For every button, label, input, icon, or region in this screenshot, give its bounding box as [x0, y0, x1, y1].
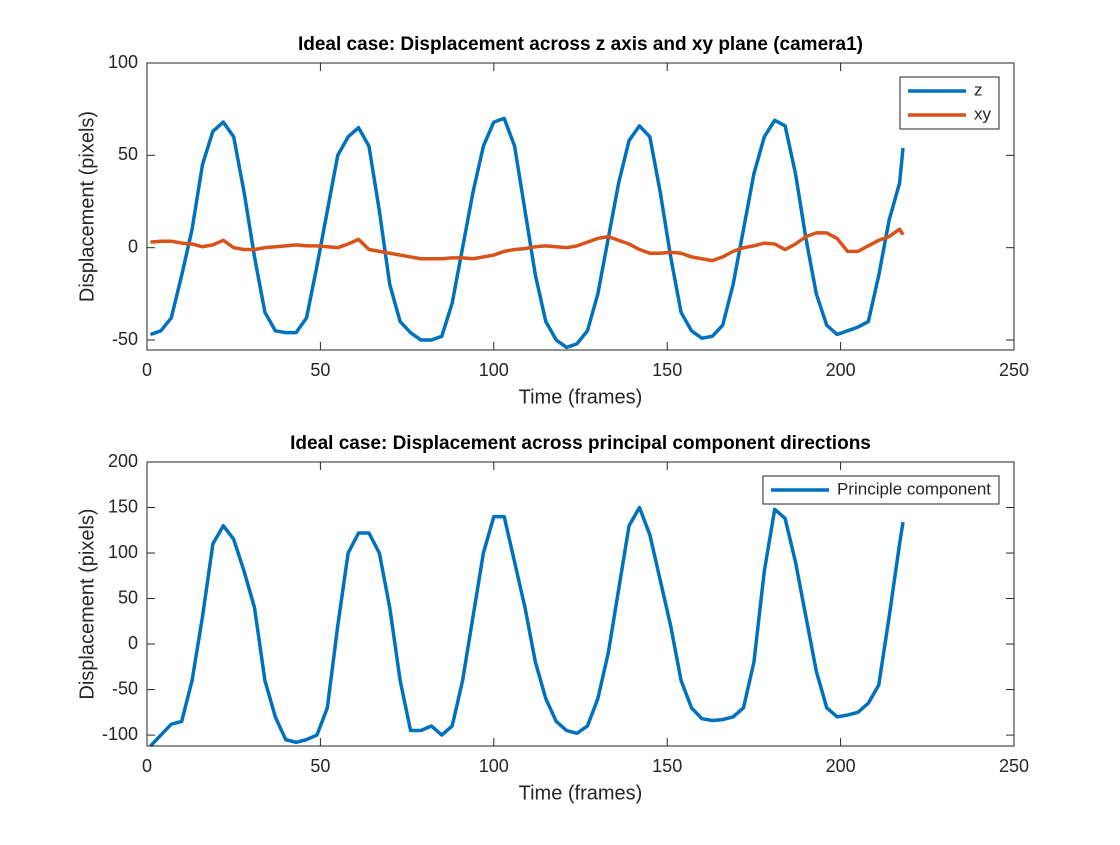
x-tick-label: 250 [999, 756, 1029, 776]
plot-area [147, 63, 1014, 350]
x-tick-label: 0 [142, 360, 152, 380]
x-tick-label: 150 [652, 756, 682, 776]
y-tick-label: -100 [102, 724, 138, 744]
y-tick-label: 50 [118, 144, 138, 164]
x-tick-label: 150 [652, 360, 682, 380]
legend-label: Principle component [837, 479, 991, 498]
series-line [149, 505, 905, 748]
legend-label: z [974, 80, 983, 99]
series-line [149, 116, 905, 350]
legend-box [899, 76, 1000, 130]
x-tick-label: 200 [826, 756, 856, 776]
x-tick-label: 50 [310, 360, 330, 380]
x-axis-label: Time (frames) [519, 782, 643, 804]
y-tick-label: 150 [108, 496, 138, 516]
y-tick-label: 0 [128, 236, 138, 256]
y-axis-label: Displacement (pixels) [76, 111, 98, 302]
y-tick-label: -50 [112, 329, 138, 349]
y-tick-label: 200 [108, 451, 138, 471]
y-axis-label: Displacement (pixels) [76, 508, 98, 699]
series-line [150, 227, 905, 263]
x-tick-label: 100 [479, 756, 509, 776]
chart-title: Ideal case: Displacement across z axis a… [298, 34, 863, 55]
x-tick-label: 200 [826, 360, 856, 380]
legend: Principle component [762, 475, 1000, 505]
y-tick-label: 100 [108, 542, 138, 562]
y-tick-label: 100 [108, 52, 138, 72]
plot-area [147, 462, 1014, 746]
axes-frame [146, 62, 1015, 351]
y-tick-label: 0 [128, 633, 138, 653]
legend-label: xy [974, 104, 992, 123]
x-tick-label: 100 [479, 360, 509, 380]
x-tick-label: 250 [999, 360, 1029, 380]
x-tick-label: 50 [310, 756, 330, 776]
x-axis-label: Time (frames) [519, 386, 643, 408]
axes-frame [146, 461, 1015, 747]
y-tick-label: -50 [112, 678, 138, 698]
legend: z xy [899, 76, 1000, 130]
y-tick-label: 50 [118, 587, 138, 607]
chart-title: Ideal case: Displacement across principa… [290, 433, 871, 454]
x-tick-label: 0 [142, 756, 152, 776]
